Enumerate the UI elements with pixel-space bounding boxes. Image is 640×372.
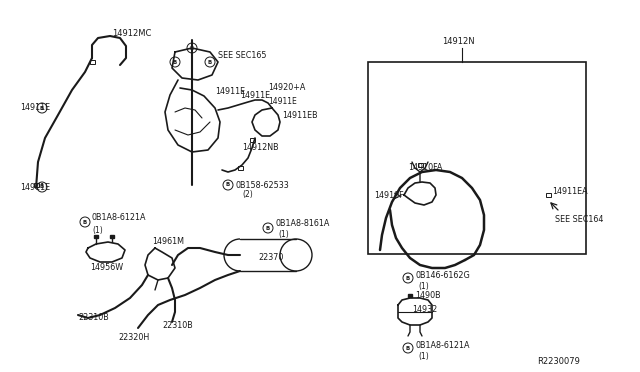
Bar (94, 234, 98, 237)
Bar (237, 166, 243, 170)
Text: 22310B: 22310B (162, 321, 193, 330)
Text: 14912N: 14912N (442, 38, 475, 46)
Text: 14912NB: 14912NB (242, 144, 278, 153)
Text: 14911E: 14911E (268, 97, 297, 106)
Text: (1): (1) (418, 353, 429, 362)
Text: B: B (208, 60, 212, 64)
Bar (90, 60, 95, 64)
Text: (1): (1) (278, 231, 289, 240)
Bar (250, 138, 255, 142)
Text: 14920+A: 14920+A (268, 83, 305, 93)
Bar (33, 183, 38, 187)
Text: B: B (190, 45, 194, 51)
Text: 22370: 22370 (258, 253, 284, 263)
Text: (1): (1) (92, 225, 103, 234)
Text: B: B (226, 183, 230, 187)
Bar (110, 234, 114, 237)
Text: 14961M: 14961M (152, 237, 184, 247)
Text: B: B (406, 346, 410, 350)
Text: B: B (266, 225, 270, 231)
Text: 14911E: 14911E (20, 103, 50, 112)
Text: B: B (173, 60, 177, 64)
Bar (545, 193, 550, 197)
Text: 14911E: 14911E (215, 87, 245, 96)
Text: SEE SEC165: SEE SEC165 (218, 51, 266, 60)
Text: (1): (1) (418, 282, 429, 292)
Text: 0B1A8-6121A: 0B1A8-6121A (92, 214, 147, 222)
Text: SEE SEC164: SEE SEC164 (555, 215, 604, 224)
Text: B: B (40, 185, 44, 189)
Text: 14911EB: 14911EB (282, 110, 317, 119)
Text: 14911E: 14911E (240, 90, 270, 99)
Text: 22320H: 22320H (118, 334, 149, 343)
Text: 22310B: 22310B (78, 314, 109, 323)
Text: B: B (83, 219, 87, 224)
Text: 14956W: 14956W (90, 263, 123, 273)
Text: 0B158-62533: 0B158-62533 (235, 180, 289, 189)
Bar (368, 62, 586, 254)
Text: 14910F: 14910F (374, 190, 404, 199)
Text: 14910FA: 14910FA (408, 164, 442, 173)
Text: 0B1A8-8161A: 0B1A8-8161A (275, 219, 330, 228)
Text: B: B (40, 106, 44, 110)
Text: 14932: 14932 (412, 305, 437, 314)
Text: 14912MC: 14912MC (112, 29, 152, 38)
Text: B: B (406, 276, 410, 280)
Bar (417, 163, 422, 167)
Text: 0B1A8-6121A: 0B1A8-6121A (415, 340, 470, 350)
Text: 0B146-6162G: 0B146-6162G (415, 270, 470, 279)
Text: (2): (2) (242, 190, 253, 199)
Text: R2230079: R2230079 (537, 357, 580, 366)
Text: 1490B: 1490B (415, 291, 440, 299)
Text: 14911EA: 14911EA (552, 187, 588, 196)
Bar (408, 294, 412, 296)
Text: 14911E: 14911E (20, 183, 50, 192)
